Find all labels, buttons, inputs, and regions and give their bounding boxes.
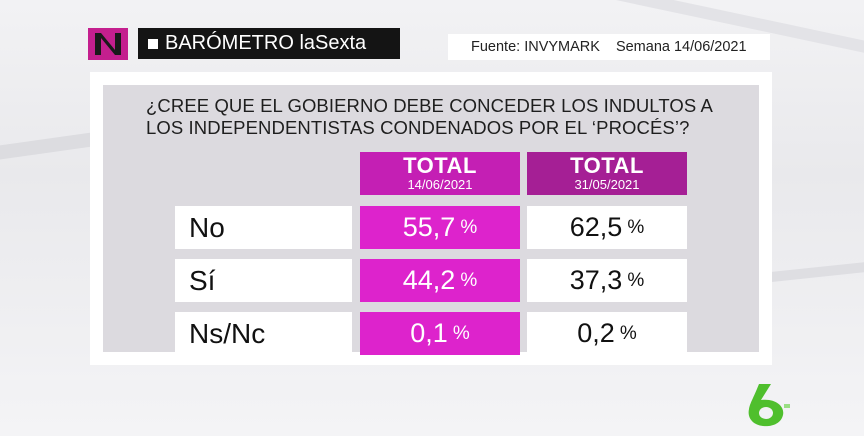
cell-unit: % bbox=[627, 269, 645, 291]
column-header-date: 31/05/2021 bbox=[574, 177, 640, 192]
cell-value: 0,2 bbox=[577, 318, 615, 348]
page-title: BARÓMETRO laSexta bbox=[165, 32, 367, 54]
cell-unit: % bbox=[460, 216, 478, 238]
survey-panel: ¿CREE QUE EL GOBIERNO DEBE CONCEDER LOS … bbox=[90, 72, 772, 365]
column-header-label: TOTAL bbox=[570, 153, 644, 178]
column-header-date: 14/06/2021 bbox=[407, 177, 473, 192]
survey-question: ¿CREE QUE EL GOBIERNO DEBE CONCEDER LOS … bbox=[146, 95, 712, 138]
nius-logo-icon bbox=[88, 28, 128, 60]
cell-value: 62,5 bbox=[569, 212, 623, 242]
row-label-no: No bbox=[175, 206, 352, 249]
square-bullet-icon bbox=[148, 38, 158, 49]
survey-inner: ¿CREE QUE EL GOBIERNO DEBE CONCEDER LOS … bbox=[103, 85, 759, 355]
cell-value: 0,1 bbox=[410, 318, 448, 348]
lasexta-6-logo-icon bbox=[748, 384, 790, 427]
row-label-nsnc: Ns/Nc bbox=[175, 312, 352, 355]
cell-si-current: 44,2% bbox=[360, 259, 520, 302]
cell-unit: % bbox=[619, 322, 637, 344]
cell-unit: % bbox=[627, 216, 645, 238]
column-header-label: TOTAL bbox=[403, 153, 477, 178]
source-bar: Fuente: INVYMARK Semana 14/06/2021 bbox=[448, 34, 770, 60]
cell-nsnc-current: 0,1% bbox=[360, 312, 520, 355]
cell-value: 55,7 bbox=[402, 212, 456, 242]
cell-value: 44,2 bbox=[402, 265, 456, 295]
week-label: Semana 14/06/2021 bbox=[615, 39, 747, 55]
row-label-si: Sí bbox=[175, 259, 352, 302]
cell-no-previous: 62,5% bbox=[527, 206, 687, 249]
source-label: Fuente: INVYMARK bbox=[471, 39, 600, 55]
cell-no-current: 55,7% bbox=[360, 206, 520, 249]
cell-value: 37,3 bbox=[569, 265, 623, 295]
cell-unit: % bbox=[452, 322, 470, 344]
cell-si-previous: 37,3% bbox=[527, 259, 687, 302]
title-bar: BARÓMETRO laSexta bbox=[138, 28, 400, 59]
cell-unit: % bbox=[460, 269, 478, 291]
cell-nsnc-previous: 0,2% bbox=[527, 312, 687, 355]
column-header-current: TOTAL 14/06/2021 bbox=[360, 152, 520, 195]
column-header-previous: TOTAL 31/05/2021 bbox=[527, 152, 687, 195]
